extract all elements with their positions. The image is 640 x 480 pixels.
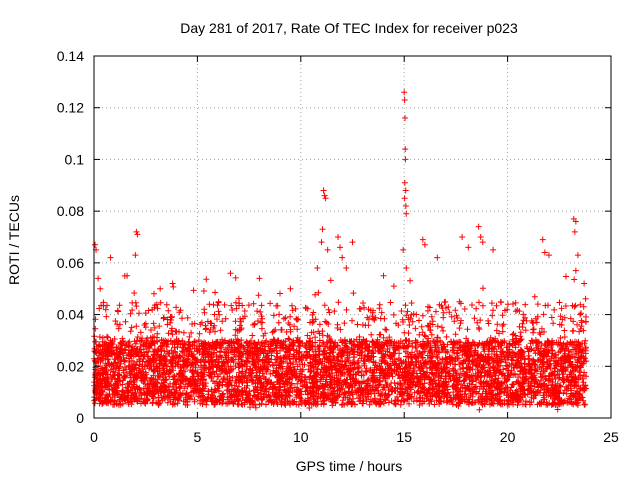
data-point [402,146,409,153]
data-point [402,115,409,122]
y-tick-label: 0.1 [65,151,85,167]
data-point [95,275,102,282]
data-point [419,236,426,243]
x-tick-label: 20 [500,429,516,445]
data-point [400,246,407,253]
axis-ticks: 0 5 10 15 20 25 0 0.02 0.04 0.06 0.08 0.1 0.12 0.14 [57,48,619,445]
data-point [322,195,329,202]
data-point [133,228,140,235]
data-point [132,252,139,259]
data-point [314,265,321,272]
data-point [402,202,409,209]
data-point [572,267,579,274]
data-point [169,280,176,287]
data-point [335,234,342,240]
x-tick-label: 5 [194,429,202,445]
data-point [459,234,466,240]
data-point [157,285,164,292]
data-point [287,285,294,292]
data-point [465,244,472,251]
data-point-cloud [91,272,590,413]
x-tick-label: 25 [603,429,619,445]
data-point [124,272,131,279]
y-tick-label: 0.08 [57,203,84,219]
data-point [343,265,350,272]
data-point [475,223,482,230]
data-point [107,254,114,261]
data-point [401,195,408,202]
data-point [581,280,588,287]
data-point [477,234,484,240]
data-point [574,252,581,259]
x-axis-label: GPS time / hours [296,458,403,474]
data-point [97,285,104,292]
data-point [545,252,552,259]
data-point [318,239,325,246]
y-tick-label: 0.14 [57,48,84,64]
data-point [403,265,410,272]
data-point [571,228,578,235]
data-point [401,89,408,96]
data-point [421,241,428,248]
data-point [380,272,387,279]
data-point [479,239,486,246]
data-point [541,249,548,256]
data-point [402,187,409,194]
data-point [134,231,141,238]
x-tick-label: 10 [293,429,309,445]
data-point [402,156,409,163]
data-point [324,246,331,253]
y-axis-label: ROTI / TECUs [6,195,22,285]
y-tick-label: 0.04 [57,307,84,323]
data-points [91,89,590,413]
y-tick-label: 0.06 [57,255,84,271]
data-point [92,241,99,248]
data-point [490,246,497,253]
data-point [319,226,326,233]
data-point [227,270,234,277]
data-point [321,192,328,199]
data-point [401,96,408,103]
data-point [320,187,327,194]
data-point [337,244,344,251]
data-point [403,210,410,217]
data-point [572,218,579,225]
y-tick-label: 0.02 [57,358,84,374]
chart-title: Day 281 of 2017, Rate Of TEC Index for r… [180,20,518,36]
y-tick-label: 0.12 [57,100,84,116]
y-tick-label: 0 [76,410,84,426]
data-point [401,179,408,186]
data-point [339,254,346,261]
x-tick-label: 15 [396,429,412,445]
data-point [434,254,441,261]
grid-lines [94,56,611,418]
data-point [539,236,546,243]
x-tick-label: 0 [90,429,98,445]
plot-frame [93,55,612,419]
data-point [349,239,356,246]
data-point [256,275,263,282]
